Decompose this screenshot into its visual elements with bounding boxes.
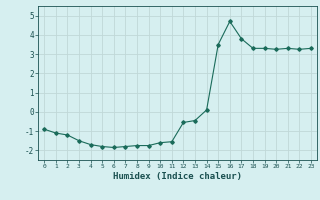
X-axis label: Humidex (Indice chaleur): Humidex (Indice chaleur) [113,172,242,181]
